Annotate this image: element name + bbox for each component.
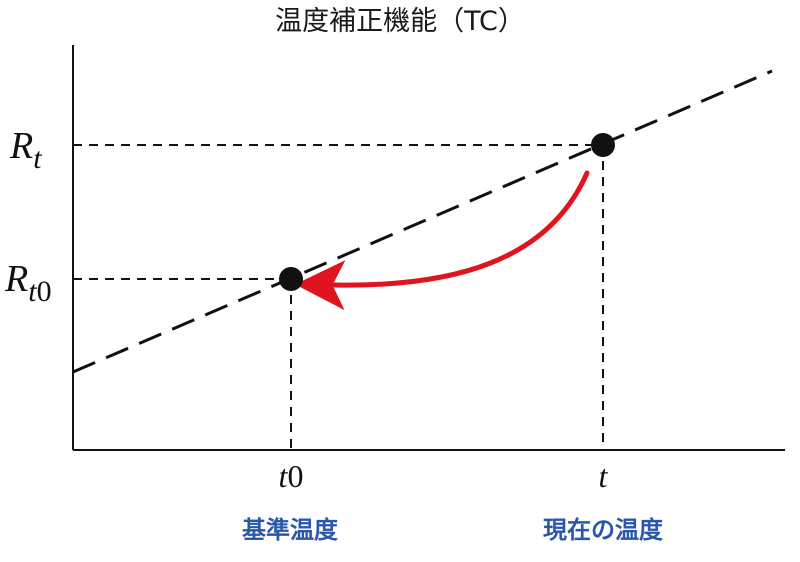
diagram-title: 温度補正機能（TC） <box>275 6 525 37</box>
label-rt0: Rt0 <box>4 258 52 308</box>
label-rt: Rt <box>9 125 42 175</box>
compensation-arrow <box>295 170 590 311</box>
current-point <box>591 133 615 157</box>
reference-point <box>279 267 303 291</box>
caption-reference-temperature: 基準温度 <box>242 516 339 544</box>
caption-current-temperature: 現在の温度 <box>543 516 664 544</box>
characteristic-line <box>72 69 773 374</box>
label-t0: t0 <box>279 458 304 494</box>
label-t: t <box>599 458 609 494</box>
